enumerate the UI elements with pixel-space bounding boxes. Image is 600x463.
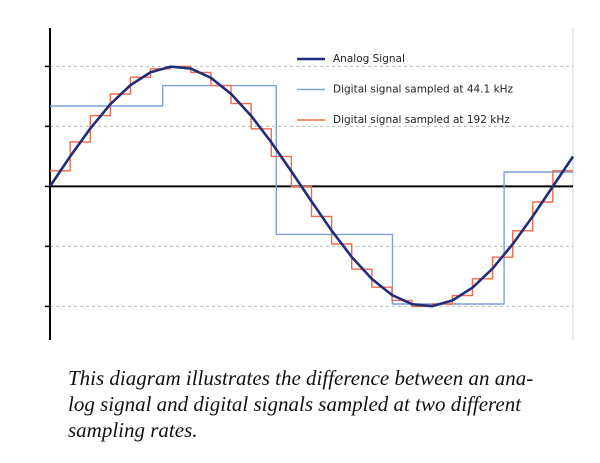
caption-line: This diagram illustrates the difference …	[68, 366, 533, 390]
legend-label: Digital signal sampled at 44.1 kHz	[333, 84, 514, 96]
caption-line: log signal and digital signals sampled a…	[68, 392, 522, 416]
series-line	[48, 65, 575, 308]
caption-line: sampling rates.	[68, 418, 198, 442]
legend-label: Analog Signal	[333, 53, 405, 65]
legend-label: Digital signal sampled at 192 kHz	[333, 114, 510, 126]
